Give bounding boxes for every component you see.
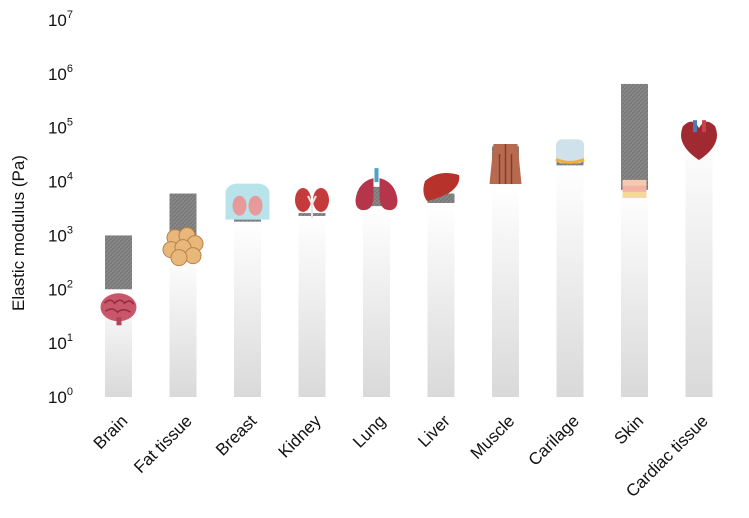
liver-icon (423, 173, 460, 202)
y-axis-title: Elastic modulus (Pa) (9, 155, 28, 311)
y-tick-label: 107 (48, 9, 73, 30)
x-category-label: Lung (349, 411, 389, 451)
y-tick-label: 104 (48, 171, 73, 192)
tissue-columns (105, 130, 713, 397)
skin-icon (622, 179, 647, 198)
brain-icon (100, 293, 137, 326)
heart-icon (681, 120, 717, 161)
x-category-label: Skin (611, 411, 648, 448)
range-bar (427, 193, 455, 204)
y-tick-label: 102 (48, 278, 73, 299)
y-tick-label: 105 (48, 117, 73, 138)
y-tick-label: 106 (48, 63, 73, 84)
x-category-label: Fat tissue (130, 411, 196, 477)
tissue-column (427, 203, 455, 397)
tissue-column (621, 189, 648, 397)
x-category-label: Carilage (525, 411, 583, 469)
x-category-label: Muscle (467, 411, 519, 463)
x-category-label: Brain (90, 411, 131, 452)
y-tick-label: 101 (48, 332, 73, 353)
breast-icon (225, 183, 270, 220)
tissue-column (169, 251, 197, 397)
x-category-label: Liver (414, 411, 454, 451)
muscle-icon (489, 144, 522, 185)
tissue-column (492, 184, 519, 397)
range-bar (105, 235, 132, 290)
tissue-column (298, 215, 326, 397)
tissue-column (234, 221, 261, 397)
tissue-column (363, 206, 390, 397)
tissue-column (685, 130, 713, 397)
tissue-icons (100, 120, 717, 326)
kidney-icon (295, 187, 329, 218)
y-axis-ticks: 100 101 102 103 104 105 106 107 (48, 9, 73, 407)
tissue-column (556, 165, 584, 397)
x-category-label: Breast (212, 411, 260, 459)
range-bar (621, 83, 648, 190)
x-category-label: Kidney (275, 411, 326, 462)
lung-icon (355, 168, 398, 211)
y-tick-label: 100 (48, 386, 73, 407)
cartilage-icon (555, 139, 585, 164)
y-tick-label: 103 (48, 224, 73, 245)
fat-tissue-icon (162, 227, 204, 267)
